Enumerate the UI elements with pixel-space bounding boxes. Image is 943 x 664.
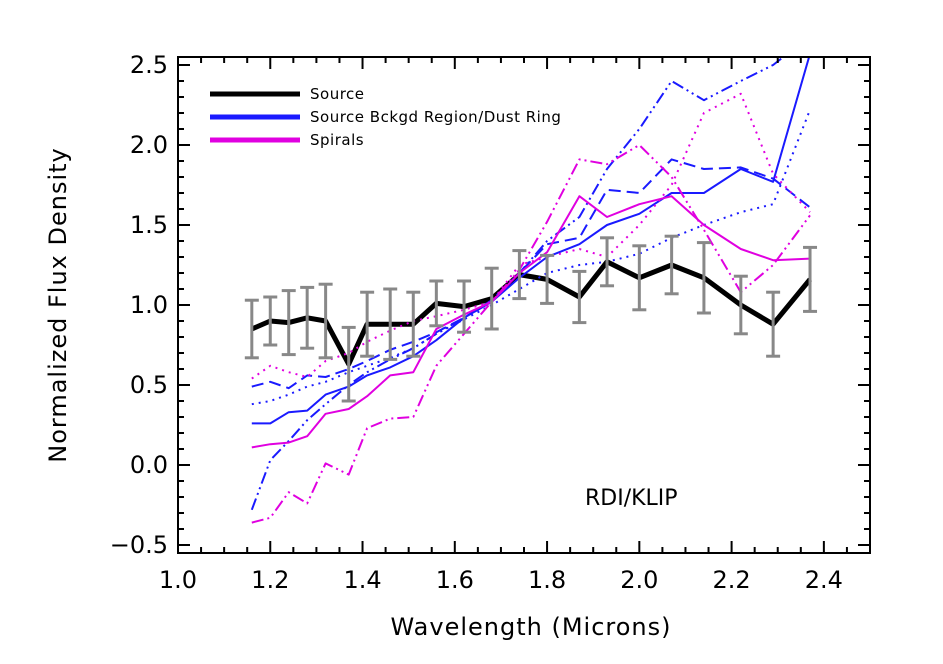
error-bar — [803, 245, 818, 313]
x-tick-label: 2.2 — [713, 566, 751, 594]
series-layer — [250, 57, 812, 524]
error-bar — [360, 290, 375, 358]
series-line-bckgd-dashed — [251, 158, 811, 390]
legend-layer: Source Source Bckgd Region/Dust Ring Spira… — [210, 85, 561, 149]
error-bar — [632, 244, 647, 312]
error-bar — [406, 290, 421, 358]
series-line-spirals-dashdotdot — [251, 144, 811, 524]
error-bar — [696, 241, 711, 315]
error-bar — [664, 234, 679, 296]
x-tick-label: 1.4 — [343, 566, 381, 594]
y-tick-label: −0.5 — [110, 531, 168, 559]
error-bar — [540, 253, 555, 305]
error-bar — [733, 274, 748, 336]
error-bar — [281, 289, 296, 357]
error-bar — [600, 236, 615, 288]
legend-item: Source Bckgd Region/Dust Ring — [210, 108, 561, 126]
y-tick-label: 1.5 — [130, 211, 168, 239]
legend-item: Spirals — [210, 131, 364, 149]
error-bar — [383, 287, 398, 361]
error-bar — [429, 279, 444, 328]
method-annotation: RDI/KLIP — [585, 486, 678, 511]
x-tick-label: 1.0 — [159, 566, 197, 594]
x-axis-title: Wavelength (Microns) — [390, 613, 671, 641]
error-bar — [300, 285, 315, 350]
legend-label: Source Bckgd Region/Dust Ring — [310, 108, 561, 126]
series-line-spirals-solid — [251, 195, 811, 449]
legend-item: Source — [210, 85, 365, 103]
errorbar-layer — [244, 234, 818, 403]
y-tick-label: 0.5 — [130, 371, 168, 399]
series-line-bckgd-dotted — [251, 109, 811, 406]
error-bar — [572, 269, 587, 325]
x-tick-label: 2.0 — [620, 566, 658, 594]
error-bar — [318, 282, 333, 360]
error-bar — [263, 295, 278, 347]
error-bar — [484, 266, 499, 331]
legend-label: Spirals — [310, 131, 364, 149]
error-bar — [512, 249, 527, 301]
y-axis-title: Normalized Flux Density — [44, 147, 72, 463]
x-tick-label: 1.6 — [436, 566, 474, 594]
axes-layer: 1.0 1.2 1.4 1.6 1.8 2.0 2.2 2.4 −0.5 0.0 0.5 1.0 1.5… — [110, 51, 871, 594]
legend-label: Source — [310, 85, 365, 103]
error-bar — [766, 290, 781, 358]
error-bar — [341, 325, 356, 403]
series-line-source-solid — [250, 259, 812, 367]
x-tick-label: 2.4 — [805, 566, 843, 594]
y-tick-label: 2.5 — [130, 51, 168, 79]
x-tick-label: 1.2 — [251, 566, 289, 594]
y-tick-label: 2.0 — [130, 131, 168, 159]
x-tick-label: 1.8 — [528, 566, 566, 594]
series-line-bckgd-dashdotdot — [250, 57, 785, 511]
y-tick-label: 1.0 — [130, 291, 168, 319]
y-tick-label: 0.0 — [130, 451, 168, 479]
error-bar — [244, 298, 259, 360]
error-bar — [457, 279, 472, 334]
